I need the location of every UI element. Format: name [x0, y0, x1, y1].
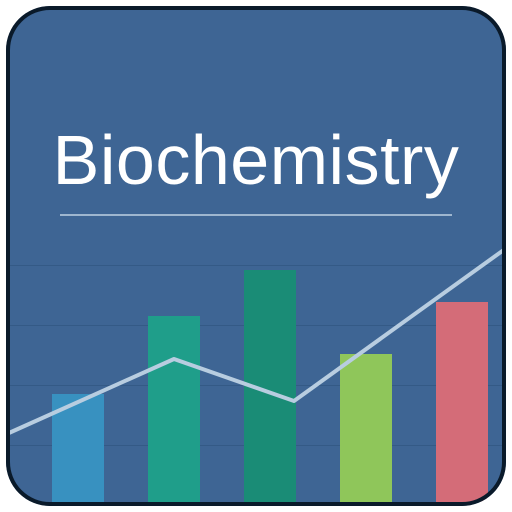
gridline	[0, 265, 512, 266]
chart-bar	[244, 270, 296, 502]
chart-bar	[52, 394, 104, 502]
title-underline	[60, 214, 452, 216]
tile-title: Biochemistry	[0, 120, 512, 200]
chart-bar	[148, 316, 200, 502]
chart-bar	[436, 302, 488, 502]
chart-bar	[340, 354, 392, 502]
